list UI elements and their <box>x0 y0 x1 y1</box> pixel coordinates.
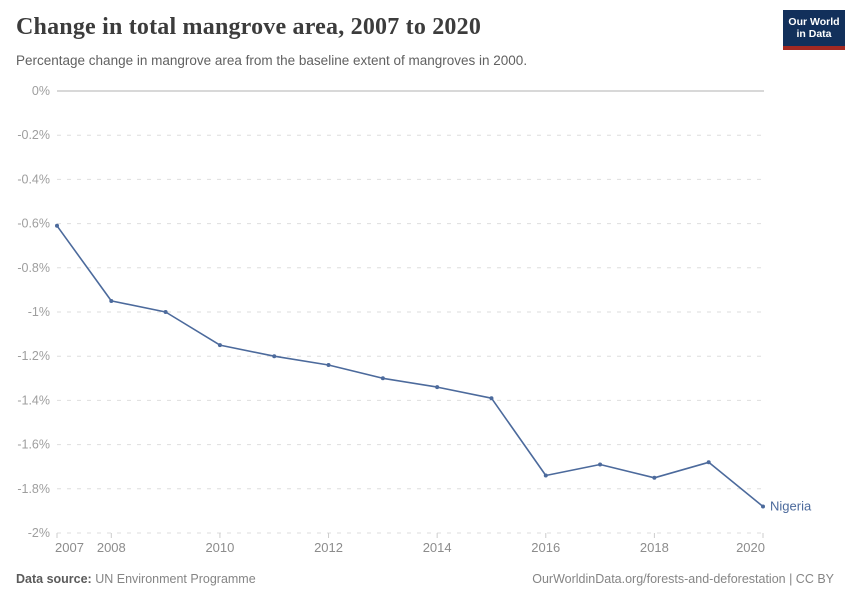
data-point[interactable] <box>543 473 548 478</box>
y-axis-tick-label: -0.4% <box>17 172 50 186</box>
owid-logo-line1: Our World <box>788 16 840 28</box>
data-point[interactable] <box>163 310 168 314</box>
x-axis-tick-label: 2018 <box>640 540 669 555</box>
nigeria-line[interactable] <box>56 225 764 508</box>
x-axis-tick-label: 2012 <box>314 540 343 555</box>
data-point[interactable] <box>109 298 114 303</box>
x-axis-tick-label: 2020 <box>736 540 765 555</box>
y-axis-tick-label: -0.8% <box>17 261 50 275</box>
x-axis-tick-label: 2016 <box>531 540 560 555</box>
y-axis-tick-label: -1% <box>28 305 50 319</box>
y-axis-tick-label: -1.6% <box>17 438 50 452</box>
data-point[interactable] <box>489 396 494 401</box>
chart-subtitle: Percentage change in mangrove area from … <box>16 52 528 68</box>
y-axis-tick-label: -1.8% <box>17 482 50 496</box>
data-point[interactable] <box>761 504 765 509</box>
data-source-label: Data source: <box>16 572 92 586</box>
y-axis-tick-label: -0.6% <box>17 217 50 231</box>
data-point[interactable] <box>380 376 385 381</box>
owid-logo[interactable]: Our World in Data <box>783 10 845 50</box>
chart-header: Change in total mangrove area, 2007 to 2… <box>16 14 770 69</box>
y-axis-tick-label: -2% <box>28 526 50 540</box>
x-axis-tick-label: 2014 <box>423 540 452 555</box>
chart-title: Change in total mangrove area, 2007 to 2… <box>16 14 482 40</box>
data-point[interactable] <box>217 343 222 348</box>
owid-link[interactable]: OurWorldinData.org/forests-and-deforesta… <box>532 572 834 586</box>
data-point[interactable] <box>435 385 440 390</box>
data-point[interactable] <box>652 475 657 480</box>
y-axis-tick-label: -1.2% <box>17 349 50 363</box>
data-point[interactable] <box>598 462 603 467</box>
series-end-label[interactable]: Nigeria <box>770 498 812 513</box>
y-axis-tick-label: -1.4% <box>17 393 50 407</box>
data-point[interactable] <box>55 223 59 228</box>
x-axis-tick-label: 2008 <box>97 540 126 555</box>
data-source: Data source: UN Environment Programme <box>16 572 256 586</box>
data-point[interactable] <box>706 460 711 465</box>
y-axis-tick-label: 0% <box>32 84 50 98</box>
data-point[interactable] <box>272 354 277 359</box>
data-source-value: UN Environment Programme <box>91 572 256 586</box>
x-axis-tick-label: 2007 <box>55 540 84 555</box>
owid-logo-line2: in Data <box>796 28 832 40</box>
chart-footer: Data source: UN Environment Programme Ou… <box>16 572 834 586</box>
x-axis-tick-label: 2010 <box>205 540 234 555</box>
y-axis-tick-label: -0.2% <box>17 128 50 142</box>
data-point[interactable] <box>326 363 331 368</box>
